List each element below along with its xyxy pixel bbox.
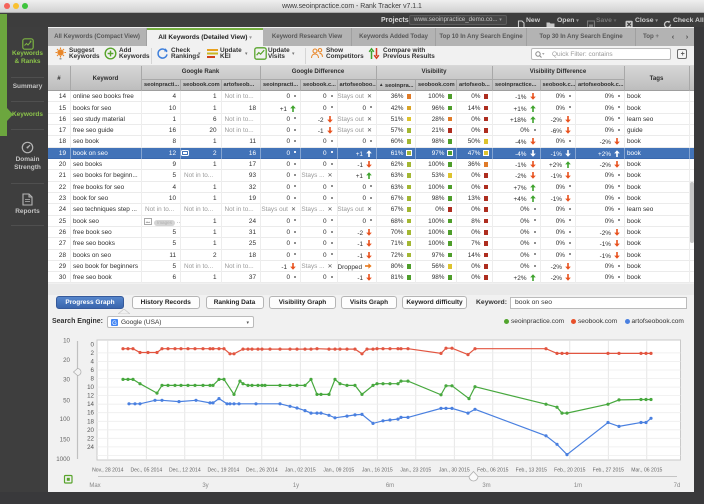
svg-text:22: 22 bbox=[87, 435, 94, 442]
svg-text:Dec., 05 2014: Dec., 05 2014 bbox=[130, 468, 162, 474]
svg-text:Max: Max bbox=[89, 483, 100, 489]
svg-text:20: 20 bbox=[63, 357, 70, 364]
svg-text:G: G bbox=[112, 321, 117, 326]
svg-text:2: 2 bbox=[91, 350, 95, 357]
svg-text:3y: 3y bbox=[202, 483, 208, 489]
svg-text:18: 18 bbox=[87, 418, 94, 425]
svg-text:Feb., 06 2015: Feb., 06 2015 bbox=[477, 468, 509, 474]
svg-text:Feb., 27 2015: Feb., 27 2015 bbox=[593, 468, 625, 474]
svg-text:20: 20 bbox=[87, 427, 94, 434]
svg-text:1000: 1000 bbox=[56, 456, 70, 463]
svg-text:Jan., 09 2015: Jan., 09 2015 bbox=[323, 468, 354, 474]
svg-text:1m: 1m bbox=[574, 483, 582, 489]
svg-text:6m: 6m bbox=[386, 483, 394, 489]
svg-text:3m: 3m bbox=[482, 483, 490, 489]
svg-text:Jan., 16 2015: Jan., 16 2015 bbox=[362, 468, 393, 474]
svg-text:Jan., 30 2015: Jan., 30 2015 bbox=[439, 468, 470, 474]
svg-text:0: 0 bbox=[91, 341, 95, 348]
svg-text:8: 8 bbox=[91, 376, 95, 383]
svg-text:Jan., 23 2015: Jan., 23 2015 bbox=[400, 468, 431, 474]
svg-text:50: 50 bbox=[63, 397, 70, 404]
svg-text:Jan., 02 2015: Jan., 02 2015 bbox=[285, 468, 316, 474]
svg-text:4: 4 bbox=[91, 359, 95, 366]
svg-text:16: 16 bbox=[87, 410, 94, 417]
svg-text:Feb., 13 2015: Feb., 13 2015 bbox=[516, 468, 548, 474]
svg-text:6: 6 bbox=[91, 367, 95, 374]
svg-text:Dec., 26 2014: Dec., 26 2014 bbox=[246, 468, 278, 474]
svg-text:14: 14 bbox=[87, 401, 94, 408]
svg-text:7d: 7d bbox=[674, 483, 681, 489]
svg-text:100: 100 bbox=[60, 416, 71, 423]
svg-text:Feb., 20 2015: Feb., 20 2015 bbox=[554, 468, 586, 474]
svg-text:12: 12 bbox=[87, 393, 94, 400]
svg-text:1y: 1y bbox=[293, 483, 299, 489]
svg-text:Mar., 06 2015: Mar., 06 2015 bbox=[631, 468, 662, 474]
svg-text:30: 30 bbox=[63, 377, 70, 384]
svg-text:10: 10 bbox=[63, 338, 70, 345]
svg-text:10: 10 bbox=[87, 384, 94, 391]
svg-text:Dec., 19 2014: Dec., 19 2014 bbox=[207, 468, 239, 474]
svg-text:Nov., 28 2014: Nov., 28 2014 bbox=[92, 468, 124, 474]
svg-text:24: 24 bbox=[87, 444, 94, 451]
svg-text:150: 150 bbox=[60, 436, 71, 443]
svg-text:Dec., 12 2014: Dec., 12 2014 bbox=[169, 468, 201, 474]
